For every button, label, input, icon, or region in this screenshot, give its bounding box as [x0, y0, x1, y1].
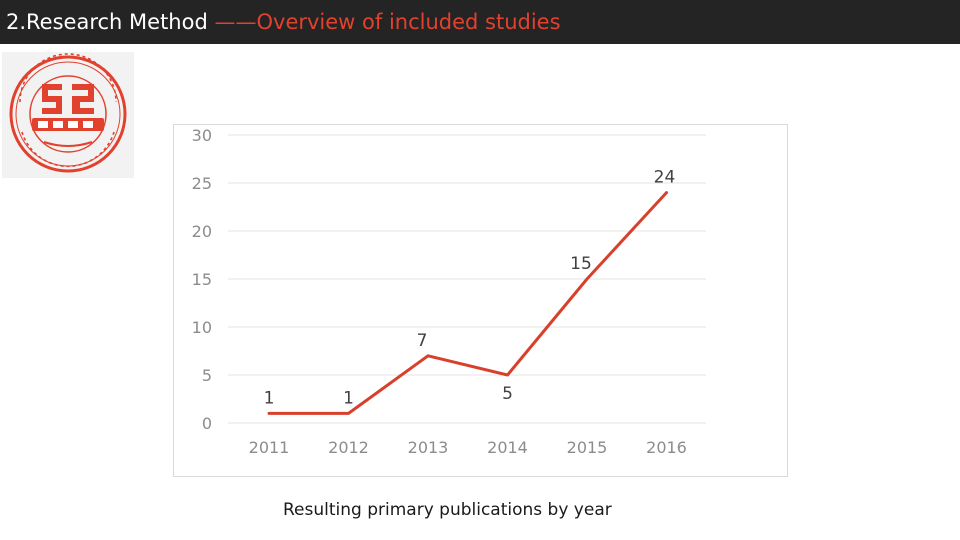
- y-tick-label: 20: [192, 222, 212, 241]
- x-tick-label: 2012: [328, 438, 369, 457]
- data-label: 24: [654, 168, 676, 188]
- y-tick-label: 10: [192, 318, 212, 337]
- data-label: 1: [264, 388, 275, 408]
- title-dash: ——: [214, 10, 257, 34]
- x-tick-label: 2013: [408, 438, 449, 457]
- x-tick-label: 2014: [487, 438, 528, 457]
- chart-caption: Resulting primary publications by year: [283, 500, 612, 520]
- y-tick-label: 30: [192, 126, 212, 145]
- x-tick-label: 2016: [646, 438, 687, 457]
- page-title: 2.Research Method ——Overview of included…: [6, 8, 561, 36]
- x-tick-label: 2015: [567, 438, 608, 457]
- y-tick-label: 15: [192, 270, 212, 289]
- section-title: 2.Research Method: [6, 10, 215, 34]
- y-tick-label: 5: [202, 366, 212, 385]
- x-axis-ticks: 2011 2012 2013 2014 2015 2016: [249, 438, 687, 457]
- logo: [2, 52, 134, 178]
- y-axis-ticks: 0 5 10 15 20 25 30: [192, 126, 212, 433]
- series-lines: [267, 191, 668, 415]
- data-label: 5: [502, 384, 513, 404]
- header-bar: 2.Research Method ——Overview of included…: [0, 0, 960, 44]
- x-tick-label: 2011: [249, 438, 290, 457]
- university-seal-icon: [9, 53, 127, 173]
- section-subtitle: Overview of included studies: [256, 10, 561, 34]
- data-label: 1: [343, 388, 354, 408]
- y-tick-label: 0: [202, 414, 212, 433]
- series-line: [267, 191, 668, 415]
- data-labels: 1 1 7 5 15 24: [264, 168, 676, 409]
- data-label: 7: [417, 331, 428, 351]
- data-label: 15: [570, 254, 592, 274]
- y-tick-label: 25: [192, 174, 212, 193]
- gridlines: [228, 134, 706, 424]
